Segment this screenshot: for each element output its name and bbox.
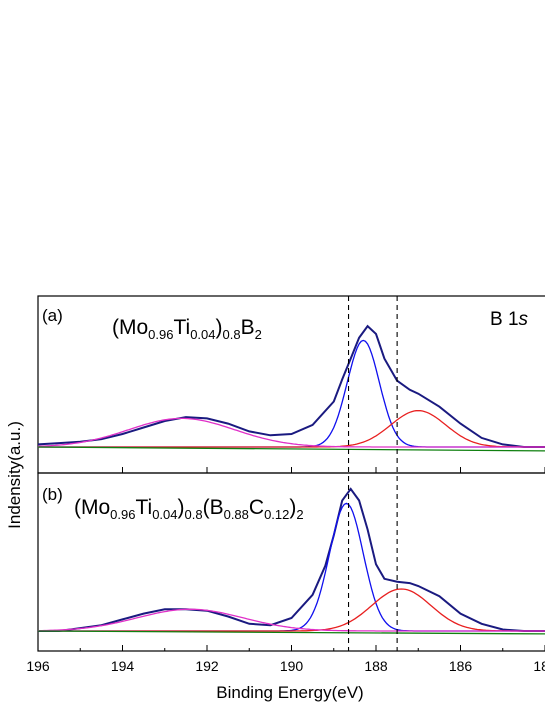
- region-label-italic: s: [519, 309, 529, 330]
- panel-a-sample-formula: (Mo0.96Ti0.04)0.8B2: [112, 316, 262, 342]
- formula-subscript: 0.96: [110, 507, 135, 522]
- x-axis-title: Binding Energy(eV): [216, 683, 363, 702]
- panel-a-component-curve-1: [38, 339, 545, 448]
- plot-area: 196 194 192 190 188 186 184: [26, 295, 545, 674]
- formula-part: ): [289, 496, 296, 519]
- formula-subscript: 2: [255, 327, 262, 342]
- panel-a-measured-curve-0: [37, 324, 545, 448]
- formula-part: B: [241, 316, 255, 339]
- region-label-base: B 1: [490, 309, 519, 330]
- panel-a-component-curve-3: [37, 417, 545, 448]
- region-label: B 1s: [490, 309, 529, 330]
- formula-part: ): [216, 316, 223, 339]
- panel-b-component-curve-2: [38, 588, 545, 632]
- formula-part: Ti: [135, 496, 152, 519]
- formula-subscript: 0.8: [185, 507, 203, 522]
- formula-subscript: 0.12: [264, 507, 289, 522]
- panel-b-label: (b): [42, 485, 63, 504]
- formula-subscript: 0.96: [148, 327, 173, 342]
- formula-subscript: 2: [296, 507, 303, 522]
- formula-part: (Mo: [112, 316, 148, 339]
- formula-part: (Mo: [74, 496, 110, 519]
- x-tick-label: 196: [26, 658, 50, 674]
- panel-a-background-curve-4: [37, 446, 545, 452]
- panel-b-component-curve-3: [37, 608, 545, 632]
- x-tick-label: 188: [364, 658, 388, 674]
- panel-b-background-curve-4: [37, 630, 545, 635]
- formula-subscript: 0.04: [190, 327, 215, 342]
- x-tick-label: 194: [111, 658, 135, 674]
- formula-subscript: 0.8: [223, 327, 241, 342]
- formula-part: ): [178, 496, 185, 519]
- panel-b-frame: [37, 472, 545, 652]
- x-tick-label: 192: [195, 658, 219, 674]
- formula-part: C: [249, 496, 264, 519]
- formula-subscript: 0.04: [152, 507, 177, 522]
- x-tick-label: 190: [280, 658, 304, 674]
- formula-subscript: 0.88: [224, 507, 249, 522]
- formula-part: Ti: [173, 316, 190, 339]
- x-tick-label: 186: [449, 658, 473, 674]
- panel-b-component-curve-1: [38, 502, 545, 632]
- y-axis-title: Indensity(a.u.): [5, 421, 24, 529]
- panel-a-label: (a): [42, 306, 63, 325]
- x-tick-label: 184: [533, 658, 545, 674]
- panel-b-sample-formula: (Mo0.96Ti0.04)0.8(B0.88C0.12)2: [74, 496, 304, 522]
- formula-part: (B: [203, 496, 224, 519]
